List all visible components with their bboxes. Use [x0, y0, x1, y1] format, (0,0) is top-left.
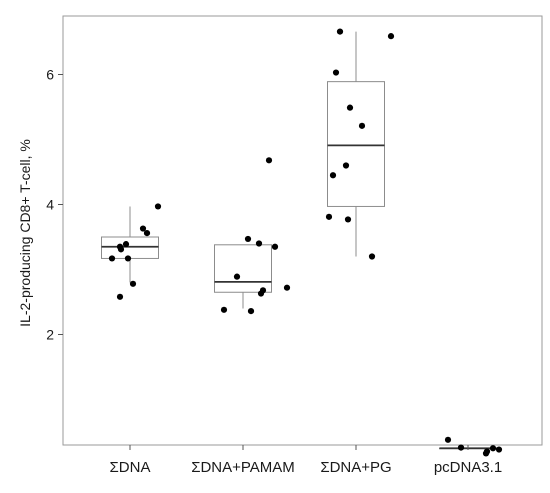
data-point: [124, 255, 132, 262]
data-point: [368, 253, 376, 260]
data-point: [117, 246, 125, 253]
data-points: [108, 28, 503, 457]
data-point: [139, 225, 147, 232]
data-point: [495, 446, 503, 453]
box-body: [214, 244, 272, 293]
plot-frame: [62, 15, 543, 446]
data-point: [108, 255, 116, 262]
data-point: [154, 203, 162, 210]
x-tick-label-0: ΣDNA: [110, 459, 151, 476]
data-point: [457, 444, 465, 451]
y-tick-label-4: 4: [46, 197, 54, 213]
data-point: [143, 230, 151, 237]
data-point: [489, 445, 497, 452]
box-2: [327, 31, 385, 257]
data-point: [233, 273, 241, 280]
data-point: [325, 213, 333, 220]
box-body: [327, 81, 385, 207]
data-point: [358, 122, 366, 129]
data-point: [336, 28, 344, 35]
y-axis-label: IL-2-producing CD8+ T-cell, %: [17, 139, 33, 327]
data-point: [329, 172, 337, 179]
data-point: [387, 33, 395, 40]
data-point: [257, 290, 265, 297]
data-point: [265, 157, 273, 164]
data-point: [346, 104, 354, 111]
data-point: [247, 308, 255, 315]
data-point: [220, 306, 228, 313]
box-body: [101, 236, 159, 259]
data-point: [129, 280, 137, 287]
x-tick-label-2: ΣDNA+PG: [320, 459, 391, 476]
data-point: [116, 293, 124, 300]
data-point: [482, 450, 490, 457]
x-tick-label-3: pcDNA3.1: [434, 459, 502, 476]
data-point: [255, 240, 263, 247]
x-tick-label-1: ΣDNA+PAMAM: [191, 459, 295, 476]
y-tick-label-6: 6: [46, 67, 54, 83]
data-point: [444, 436, 452, 443]
x-axis: ΣDNA ΣDNA+PAMAM ΣDNA+PG pcDNA3.1: [110, 445, 502, 476]
y-tick-label-2: 2: [46, 327, 54, 343]
box-1: [214, 244, 272, 309]
boxes: [101, 31, 497, 450]
data-point: [332, 69, 340, 76]
data-point: [344, 216, 352, 223]
data-point: [342, 162, 350, 169]
y-axis: 2 4 6: [46, 67, 63, 343]
data-point: [122, 241, 130, 248]
data-point: [283, 284, 291, 291]
box-0: [101, 206, 159, 283]
data-point: [244, 235, 252, 243]
data-point: [271, 243, 279, 250]
